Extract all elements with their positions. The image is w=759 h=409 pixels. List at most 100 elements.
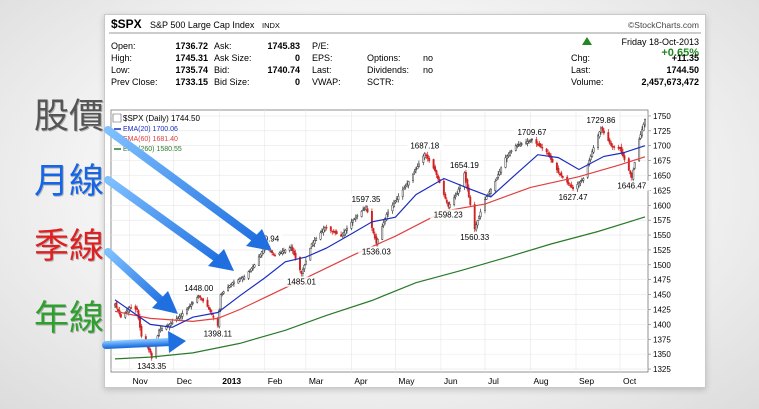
price-candle bbox=[407, 181, 410, 186]
price-candle bbox=[403, 187, 406, 190]
price-candle bbox=[262, 248, 265, 254]
price-candle bbox=[323, 227, 326, 231]
price-candle bbox=[567, 182, 570, 185]
price-candle bbox=[602, 130, 605, 134]
price-candle bbox=[597, 135, 599, 148]
quote-field-value: 1745.83 bbox=[267, 41, 300, 51]
price-candle bbox=[278, 252, 281, 255]
price-candle bbox=[547, 152, 550, 155]
label-stock-price: 股價 bbox=[34, 97, 105, 137]
annotation-bg bbox=[180, 282, 217, 293]
x-tick-label: Jul bbox=[488, 376, 499, 386]
price-candle bbox=[329, 226, 332, 231]
price-candle bbox=[259, 254, 262, 258]
price-candle bbox=[600, 127, 602, 133]
x-tick-label: Mar bbox=[309, 376, 324, 386]
quote-field-label: Last: bbox=[571, 65, 591, 75]
price-candle bbox=[412, 173, 414, 181]
price-candle bbox=[309, 247, 312, 261]
price-candle bbox=[249, 269, 252, 272]
x-axis: Nov Dec 2013 Feb Mar Apr May Jun Jul Aug Sep Oct bbox=[133, 376, 637, 386]
price-candle bbox=[178, 316, 181, 319]
price-candle bbox=[136, 307, 138, 310]
price-candle bbox=[632, 169, 635, 180]
x-tick-label: Oct bbox=[623, 376, 637, 386]
price-candle bbox=[335, 231, 338, 235]
annotation-bg bbox=[199, 328, 236, 339]
label-yearly-line: 年線 bbox=[34, 299, 105, 339]
price-candle bbox=[467, 187, 470, 198]
price-candle bbox=[381, 226, 384, 240]
y-tick-label: 1650 bbox=[653, 172, 671, 181]
y-tick-label: 1525 bbox=[653, 246, 671, 255]
price-candle bbox=[466, 179, 469, 190]
price-candle bbox=[538, 143, 541, 147]
price-annotation: 1536.03 bbox=[362, 247, 391, 256]
quote-field-value: no bbox=[423, 65, 433, 75]
price-candle bbox=[577, 182, 580, 187]
price-candle bbox=[601, 127, 604, 131]
price-candle bbox=[498, 170, 501, 176]
y-tick-label: 1625 bbox=[653, 186, 671, 195]
y-tick-label: 1450 bbox=[653, 291, 671, 300]
price-candle bbox=[457, 189, 460, 194]
price-candle bbox=[155, 341, 158, 358]
price-candle bbox=[230, 283, 232, 287]
price-candle bbox=[344, 229, 347, 235]
price-candle bbox=[630, 173, 633, 178]
price-candle bbox=[488, 191, 491, 194]
up-triangle-icon bbox=[582, 37, 592, 45]
price-candle bbox=[416, 166, 419, 169]
price-candle bbox=[489, 188, 492, 194]
price-candle bbox=[428, 157, 431, 162]
price-candle bbox=[561, 176, 564, 178]
price-candle bbox=[185, 308, 188, 314]
price-candle bbox=[375, 236, 378, 244]
price-candle bbox=[269, 251, 272, 253]
price-candle bbox=[300, 270, 303, 274]
price-candle bbox=[332, 230, 335, 233]
price-annotation: 1627.47 bbox=[559, 193, 588, 202]
quote-field-label: Last: bbox=[312, 65, 332, 75]
price-candle bbox=[516, 144, 519, 147]
annotation-bg bbox=[358, 246, 395, 257]
quote-field-label: High: bbox=[111, 53, 132, 63]
price-candle bbox=[476, 220, 479, 226]
ema260-line bbox=[114, 216, 646, 360]
price-candle bbox=[322, 228, 325, 233]
quote-field-label: Open: bbox=[111, 41, 136, 51]
price-candle bbox=[310, 243, 313, 247]
price-candle bbox=[633, 162, 636, 169]
price-candle bbox=[627, 158, 630, 171]
price-candle bbox=[114, 303, 116, 307]
legend-ema60: EMA(60) 1681.40 bbox=[123, 136, 178, 143]
annotation-bg bbox=[406, 140, 443, 151]
price-candle bbox=[588, 160, 591, 166]
price-candle bbox=[299, 257, 301, 271]
price-candle bbox=[356, 215, 359, 217]
price-candle bbox=[525, 141, 528, 144]
price-candle bbox=[394, 200, 397, 203]
price-candle bbox=[188, 305, 191, 308]
price-candle bbox=[341, 233, 344, 236]
price-candle bbox=[202, 298, 205, 302]
price-candle bbox=[294, 252, 297, 259]
price-candle bbox=[144, 336, 147, 345]
y-tick-label: 1675 bbox=[653, 157, 671, 166]
price-candle bbox=[209, 308, 212, 313]
price-annotation: 1646.47 bbox=[617, 182, 646, 191]
price-candle bbox=[274, 255, 276, 257]
price-annotation: 1654.19 bbox=[450, 161, 479, 170]
quote-field-value: 1744.50 bbox=[666, 65, 699, 75]
price-candle bbox=[404, 185, 407, 188]
price-candle bbox=[124, 312, 127, 318]
price-candle bbox=[219, 294, 222, 310]
price-candle bbox=[312, 241, 315, 246]
price-candle bbox=[582, 178, 585, 181]
price-candle bbox=[325, 227, 328, 229]
price-candle bbox=[353, 218, 356, 220]
price-candle bbox=[545, 148, 548, 152]
label-quarterly-line: 季線 bbox=[34, 227, 105, 267]
price-candle bbox=[478, 215, 481, 220]
price-candle bbox=[622, 151, 624, 157]
